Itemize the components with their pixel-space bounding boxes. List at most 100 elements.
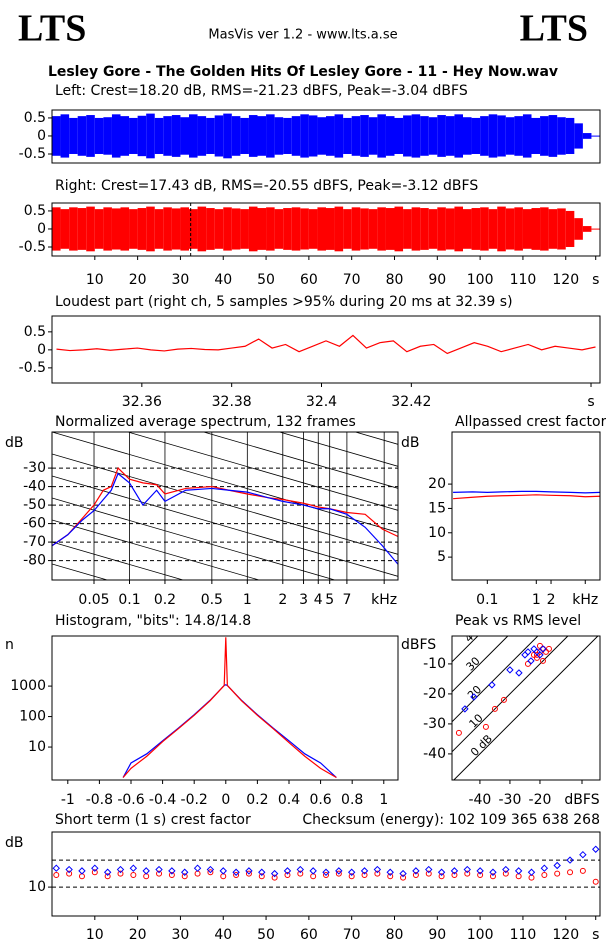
waveform-envelope	[77, 116, 87, 156]
point	[489, 868, 497, 876]
point	[374, 870, 381, 877]
point	[104, 873, 111, 880]
waveform-envelope	[94, 117, 104, 154]
waveform-envelope	[283, 117, 292, 154]
point	[515, 669, 523, 677]
crest-line-label: 10	[467, 711, 486, 730]
waveform-envelope	[497, 115, 506, 157]
waveform-envelope	[540, 116, 549, 156]
waveform-envelope	[377, 207, 386, 251]
waveform-envelope	[266, 114, 275, 158]
point	[245, 870, 252, 877]
y-axis-label: dBFS	[401, 637, 436, 653]
waveform-envelope	[60, 209, 70, 249]
point	[491, 705, 498, 712]
waveform-envelope	[548, 115, 558, 157]
point	[373, 865, 382, 874]
waveform-envelope	[240, 209, 249, 249]
series-line	[122, 684, 337, 778]
y-tick-label: -20	[423, 686, 446, 702]
annotation: Checksum (energy): 102 109 365 638 268	[302, 812, 600, 828]
waveform-envelope	[111, 114, 121, 158]
waveform-envelope	[317, 207, 326, 251]
x-tick-label: 32.38	[212, 394, 252, 410]
waveform-envelope	[223, 113, 232, 159]
y-axis-label: dB	[401, 435, 420, 451]
crest-line-label: 30	[464, 654, 483, 673]
point	[554, 870, 561, 877]
point	[592, 845, 600, 853]
x-tick-label: 32.4	[306, 394, 337, 410]
waveform-envelope	[240, 117, 249, 154]
x-tick-label: 60	[300, 272, 318, 288]
x-tick-label: 60	[300, 927, 318, 943]
series-line	[52, 472, 398, 565]
x-tick-label: 110	[510, 927, 537, 943]
y-tick-label: 0.5	[24, 110, 46, 126]
y-tick-label: 5	[437, 549, 446, 565]
x-tick-label: 0.2	[154, 592, 176, 608]
waveform-envelope	[326, 208, 335, 250]
y-tick-label: 10	[28, 879, 46, 895]
panel-title: Histogram, "bits": 14.8/14.8	[55, 613, 251, 629]
point	[539, 645, 547, 653]
waveform-envelope	[480, 207, 489, 251]
point	[168, 871, 175, 878]
point	[521, 651, 529, 659]
panel-title: Right: Crest=17.43 dB, RMS=-20.55 dBFS, …	[55, 178, 478, 194]
plot-area	[52, 845, 600, 888]
point	[103, 868, 112, 876]
waveform-envelope	[274, 117, 284, 155]
point	[65, 865, 73, 874]
waveform-envelope	[343, 117, 352, 154]
waveform-envelope	[206, 117, 215, 154]
waveform-envelope	[300, 114, 309, 158]
y-tick-label: 1000	[10, 678, 46, 694]
point	[399, 869, 407, 878]
waveform-envelope	[403, 115, 412, 157]
point	[283, 867, 292, 875]
point	[91, 869, 98, 876]
waveform-envelope	[591, 135, 600, 137]
point	[540, 864, 549, 872]
point	[219, 867, 227, 875]
waveform-envelope	[420, 208, 429, 250]
crest-line	[452, 636, 509, 693]
y-tick-label: -0.5	[19, 146, 46, 162]
point	[53, 871, 60, 878]
waveform-envelope	[565, 117, 575, 154]
waveform-envelope	[163, 207, 172, 251]
waveform-envelope	[206, 208, 215, 250]
waveform-envelope	[471, 208, 481, 250]
crest-line	[452, 636, 479, 663]
y-tick-label: 10	[428, 525, 446, 541]
point	[524, 648, 532, 656]
point	[206, 865, 215, 874]
waveform-envelope	[334, 206, 344, 252]
y-tick-label: -0.5	[19, 360, 46, 376]
waveform-envelope	[137, 115, 147, 157]
diagonal-guide	[52, 475, 398, 577]
waveform-envelope	[522, 209, 532, 249]
waveform-envelope	[334, 114, 344, 158]
waveform-envelope	[582, 133, 592, 139]
waveform-envelope	[154, 117, 164, 154]
x-tick-label: 32.42	[391, 394, 431, 410]
y-tick-label: -80	[23, 553, 46, 569]
waveform-envelope	[283, 208, 292, 250]
point	[579, 850, 587, 859]
waveform-envelope	[308, 209, 318, 249]
waveform-envelope	[514, 116, 523, 156]
program-name: MasVis ver 1.2 - www.lts.a.se	[208, 28, 397, 43]
diagonal-guide	[52, 497, 337, 580]
waveform-envelope	[120, 207, 130, 251]
waveform-envelope	[317, 117, 326, 155]
waveform-envelope	[411, 207, 421, 251]
waveform-envelope	[385, 116, 395, 156]
diagonal-guide	[52, 541, 185, 580]
point	[335, 870, 342, 877]
waveform-envelope	[582, 226, 592, 232]
x-tick-label: -20	[529, 792, 552, 808]
x-tick-label: 20	[129, 927, 147, 943]
